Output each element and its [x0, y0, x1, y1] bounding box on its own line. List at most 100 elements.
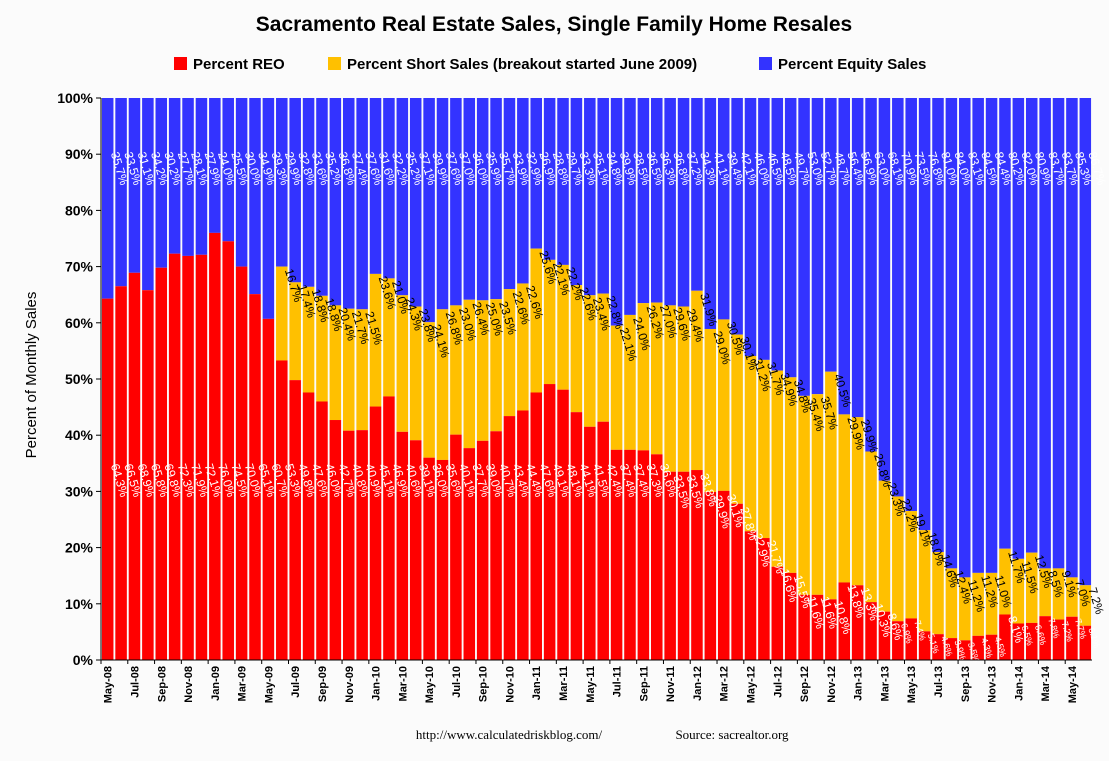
bar-reo — [959, 640, 971, 660]
bar-equity — [463, 98, 476, 300]
bar-short-sales — [664, 305, 676, 472]
x-tick-label: May-09 — [263, 666, 275, 703]
bar-short-sales — [744, 355, 757, 532]
bar-equity — [1012, 98, 1025, 559]
bar-equity — [436, 98, 449, 310]
bar-reo — [731, 503, 743, 660]
bar-short-sales — [865, 451, 877, 603]
bar-reo — [182, 255, 194, 660]
bar-reo — [517, 410, 529, 660]
bar-reo — [651, 454, 663, 660]
x-tick-label: Mar-10 — [397, 666, 409, 701]
bar-equity — [651, 98, 663, 303]
bar-equity — [249, 98, 261, 295]
legend-item-reo[interactable]: Percent REO — [174, 56, 285, 73]
y-tick-label: 60% — [65, 315, 94, 331]
bar-reo — [999, 614, 1011, 660]
x-tick-label: May-11 — [585, 666, 597, 703]
bar-short-sales — [610, 325, 623, 450]
bar-equity — [476, 98, 489, 301]
x-tick-label: Jan-11 — [531, 666, 543, 700]
bar-equity — [182, 98, 194, 256]
bar-reo — [249, 294, 261, 660]
x-axis-ticks: May-08 Jul-08 Sep-08 Nov-08 Jan-09 Mar-09 May-… — [100, 660, 1079, 703]
legend-item-equity[interactable]: Percent Equity Sales — [759, 56, 926, 73]
y-tick-label: 80% — [65, 202, 94, 218]
bar-equity — [717, 98, 730, 320]
bar-equity — [945, 98, 958, 569]
y-tick-label: 90% — [65, 146, 94, 162]
bar-equity — [316, 98, 328, 296]
bar-reo — [209, 232, 221, 660]
bar-equity — [128, 98, 141, 273]
bar-equity — [704, 98, 717, 329]
bar-equity — [731, 98, 743, 335]
bar-reo — [436, 459, 449, 660]
x-tick-label: May-08 — [103, 666, 115, 703]
bar-short-sales — [597, 293, 609, 422]
bar-equity — [1052, 98, 1065, 569]
x-tick-label: Jul-09 — [290, 666, 302, 698]
bar-equity — [115, 98, 127, 287]
bar-reo — [758, 538, 770, 660]
bar-reo — [637, 450, 650, 660]
bar-reo — [918, 631, 931, 660]
bar-reo — [289, 380, 301, 660]
bar-equity — [235, 98, 248, 267]
y-tick-label: 10% — [65, 596, 94, 612]
legend-item-short-sales[interactable]: Percent Short Sales (breakout started Ju… — [328, 56, 697, 73]
bar-short-sales — [932, 552, 944, 635]
bar-short-sales — [584, 295, 596, 427]
bar-short-sales — [1025, 552, 1038, 623]
bar-equity — [1079, 98, 1092, 586]
bar-reo — [356, 430, 368, 660]
bar-equity — [517, 98, 529, 284]
bar-reo — [771, 566, 784, 660]
x-tick-label: Jul-11 — [612, 666, 624, 697]
bar-equity — [851, 98, 864, 418]
x-tick-label: Sep-11 — [638, 666, 650, 701]
bar-reo — [369, 406, 382, 660]
bar-reo — [142, 290, 154, 660]
x-tick-label: Mar-09 — [237, 666, 249, 701]
bar-short-sales — [972, 572, 984, 636]
bar-short-sales — [1052, 568, 1065, 620]
bar-short-sales — [356, 309, 368, 431]
bar-equity — [222, 98, 234, 242]
bar-reo — [878, 611, 891, 660]
bar-equity — [999, 98, 1011, 549]
bar-equity — [838, 98, 851, 415]
bar-equity — [771, 98, 784, 371]
bar-equity — [503, 98, 516, 290]
x-tick-label: May-13 — [906, 666, 918, 703]
x-tick-label: May-10 — [424, 666, 436, 703]
bar-reo — [865, 602, 877, 660]
bar-short-sales — [396, 295, 409, 432]
bar-equity — [396, 98, 409, 296]
bar-reo — [851, 585, 864, 660]
bar-short-sales — [691, 290, 703, 471]
bar-short-sales — [945, 568, 958, 639]
bar-equity — [784, 98, 797, 378]
bar-short-sales — [637, 303, 650, 451]
bar-short-sales — [543, 259, 556, 385]
bar-equity — [959, 98, 971, 578]
bar-reo — [222, 241, 234, 660]
bar-reo — [717, 490, 730, 660]
bar-reo — [945, 638, 958, 660]
bar-equity — [383, 98, 395, 279]
bar-equity — [637, 98, 650, 304]
bar-equity — [811, 98, 824, 395]
bar-short-sales — [1012, 558, 1025, 624]
bar-short-sales — [798, 395, 810, 595]
bar-reo — [784, 572, 797, 660]
x-tick-label: Nov-13 — [987, 666, 999, 703]
bar-short-sales — [1066, 577, 1078, 617]
x-tick-label: Jul-08 — [129, 666, 141, 698]
y-tick-label: 70% — [65, 259, 94, 275]
bar-reo — [383, 396, 395, 660]
plot-area — [101, 98, 1092, 660]
bar-equity — [691, 98, 703, 291]
